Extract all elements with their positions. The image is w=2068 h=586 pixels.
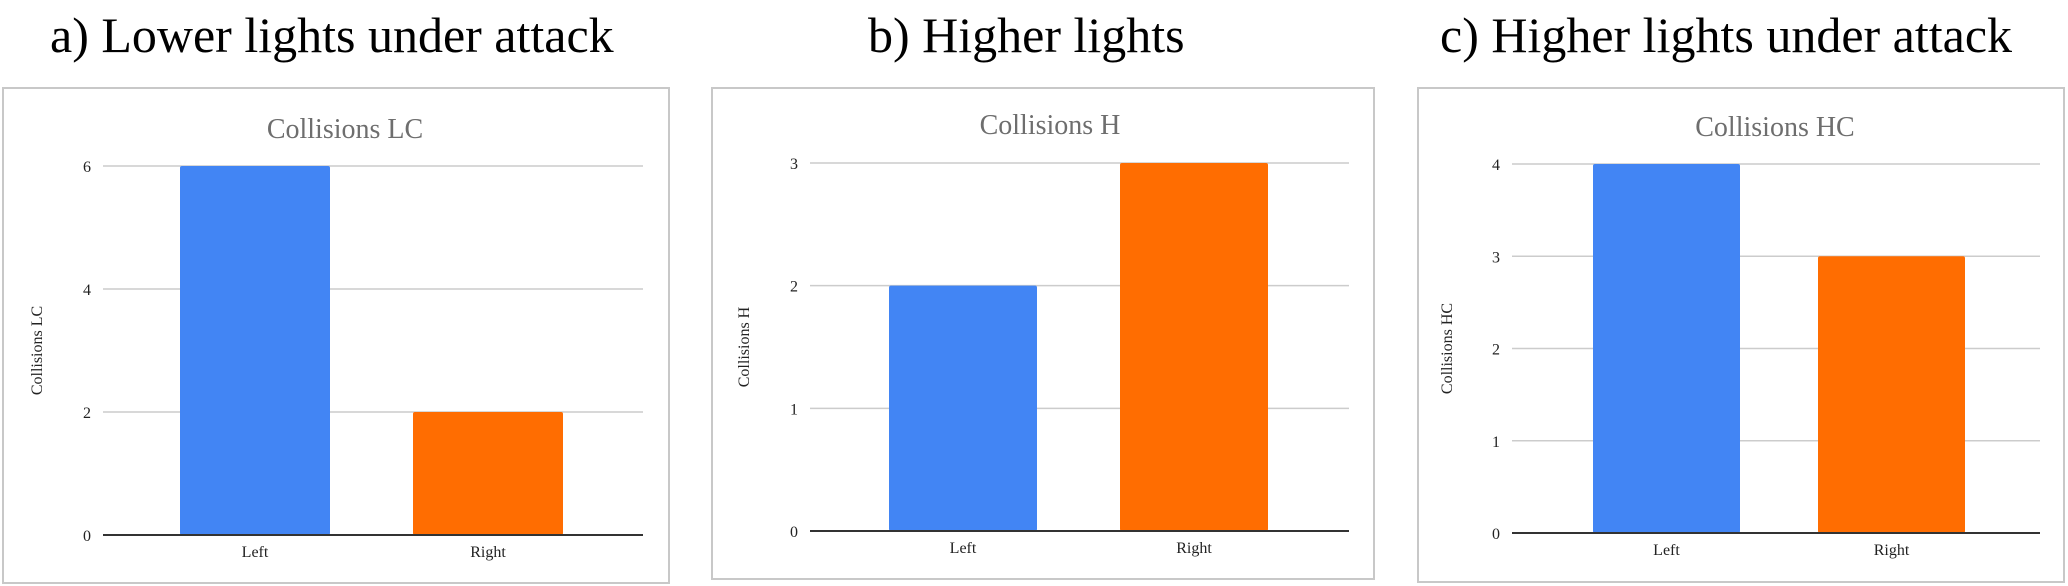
bar-a-right	[413, 412, 563, 535]
x-tick-a-right: Right	[470, 544, 506, 561]
x-tick-c-right: Right	[1874, 542, 1910, 559]
chart-title-c: Collisions HC	[1695, 112, 1854, 143]
bar-c-right	[1818, 256, 1965, 533]
bar-b-right	[1120, 163, 1268, 531]
x-tick-a-left: Left	[242, 544, 269, 561]
panel-c-title: c) Higher lights under attack	[1440, 7, 2013, 63]
y-tick-b-2: 2	[790, 279, 798, 296]
y-tick-c-4: 4	[1492, 157, 1500, 174]
x-tick-b-right: Right	[1176, 540, 1212, 557]
y-tick-c-3: 3	[1492, 249, 1500, 266]
y-tick-a-6: 6	[83, 159, 91, 176]
y-tick-c-1: 1	[1492, 434, 1500, 451]
chart-title-a: Collisions LC	[267, 114, 423, 145]
y-tick-c-2: 2	[1492, 342, 1500, 359]
chart-title-b: Collisions H	[980, 110, 1121, 141]
y-tick-a-4: 4	[83, 282, 91, 299]
panel-b-title: b) Higher lights	[868, 7, 1185, 63]
y-axis-label-b: Collisions H	[736, 306, 753, 387]
y-tick-b-0: 0	[790, 524, 798, 541]
y-tick-b-1: 1	[790, 401, 798, 418]
bar-c-left	[1593, 164, 1740, 533]
y-axis-label-c: Collisions HC	[1439, 303, 1456, 394]
x-tick-b-left: Left	[950, 540, 977, 557]
x-tick-c-left: Left	[1653, 542, 1680, 559]
y-axis-label-a: Collisions LC	[29, 306, 46, 395]
bar-a-left	[180, 166, 330, 535]
y-tick-a-2: 2	[83, 405, 91, 422]
y-tick-c-0: 0	[1492, 526, 1500, 543]
y-tick-a-0: 0	[83, 528, 91, 545]
bar-b-left	[889, 285, 1037, 531]
y-tick-b-3: 3	[790, 156, 798, 173]
panel-a-title: a) Lower lights under attack	[50, 7, 614, 63]
